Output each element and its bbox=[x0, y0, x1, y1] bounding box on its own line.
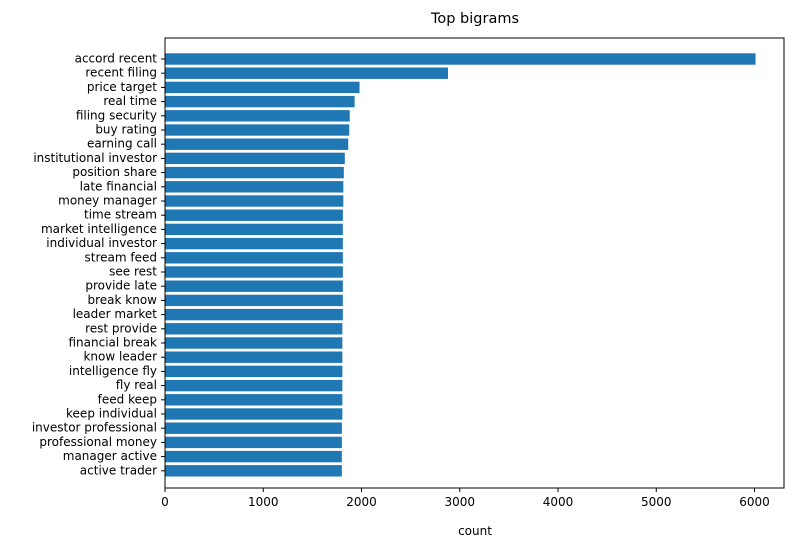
bar bbox=[165, 408, 343, 420]
bar bbox=[165, 81, 360, 94]
bar bbox=[165, 152, 345, 165]
x-tick-label: 2000 bbox=[346, 495, 377, 509]
category-label: price target bbox=[87, 80, 157, 94]
category-label: earning call bbox=[87, 137, 157, 151]
category-label: manager active bbox=[63, 449, 157, 463]
category-label: rest provide bbox=[85, 321, 157, 335]
bar bbox=[165, 394, 343, 406]
bar bbox=[165, 95, 355, 108]
category-label: keep individual bbox=[66, 407, 157, 421]
chart-title: Top bigrams bbox=[430, 11, 519, 27]
category-label: provide late bbox=[85, 279, 157, 293]
x-axis-ticks: 0 1000 2000 3000 4000 5000 6000 bbox=[161, 488, 770, 509]
bar bbox=[165, 422, 342, 434]
category-label: institutional investor bbox=[33, 151, 157, 165]
x-tick-label: 6000 bbox=[739, 495, 770, 509]
category-label: money manager bbox=[58, 194, 157, 208]
category-label: active trader bbox=[80, 463, 157, 477]
bar bbox=[165, 308, 343, 321]
category-label: feed keep bbox=[98, 392, 157, 406]
category-label: financial break bbox=[68, 336, 157, 350]
bar bbox=[165, 365, 343, 378]
category-label: stream feed bbox=[85, 250, 157, 264]
bar bbox=[165, 266, 343, 278]
bar bbox=[165, 337, 343, 349]
x-tick-label: 5000 bbox=[641, 495, 672, 509]
category-label: position share bbox=[72, 165, 157, 179]
bar bbox=[165, 166, 344, 179]
bar bbox=[165, 379, 343, 392]
category-label: late financial bbox=[80, 179, 157, 193]
x-axis-label: count bbox=[458, 524, 492, 538]
bar bbox=[165, 209, 343, 221]
bar bbox=[165, 294, 343, 307]
bar bbox=[165, 450, 342, 463]
bar bbox=[165, 465, 342, 477]
bar bbox=[165, 110, 350, 122]
bar bbox=[165, 124, 350, 136]
bar bbox=[165, 436, 342, 449]
bar bbox=[165, 280, 343, 292]
bar bbox=[165, 53, 756, 65]
category-label: break know bbox=[88, 293, 158, 307]
bar bbox=[165, 138, 349, 150]
category-label: know leader bbox=[83, 350, 157, 364]
category-label: real time bbox=[103, 94, 157, 108]
category-label: market intelligence bbox=[41, 222, 157, 236]
category-label: recent filing bbox=[85, 66, 157, 80]
bar bbox=[165, 67, 448, 79]
category-label: investor professional bbox=[32, 421, 157, 435]
category-label: professional money bbox=[39, 435, 157, 449]
bar bbox=[165, 252, 343, 264]
category-label: filing security bbox=[76, 108, 157, 122]
x-tick-label: 1000 bbox=[248, 495, 279, 509]
category-label: fly real bbox=[116, 378, 157, 392]
bar bbox=[165, 323, 343, 335]
x-tick-label: 3000 bbox=[444, 495, 475, 509]
x-tick-label: 4000 bbox=[543, 495, 574, 509]
category-label: individual investor bbox=[46, 236, 157, 250]
category-label: intelligence fly bbox=[69, 364, 157, 378]
plot-frame bbox=[164, 37, 785, 489]
category-label: buy rating bbox=[95, 123, 157, 137]
bars-group bbox=[165, 53, 756, 477]
bar bbox=[165, 195, 344, 207]
category-label: accord recent bbox=[75, 52, 158, 66]
x-tick-label: 0 bbox=[161, 495, 169, 509]
bar bbox=[165, 223, 343, 236]
category-label: time stream bbox=[84, 208, 157, 222]
bar bbox=[165, 237, 343, 250]
bar bbox=[165, 181, 344, 193]
bar bbox=[165, 351, 343, 363]
category-label: leader market bbox=[73, 307, 158, 321]
category-label: see rest bbox=[109, 265, 157, 279]
